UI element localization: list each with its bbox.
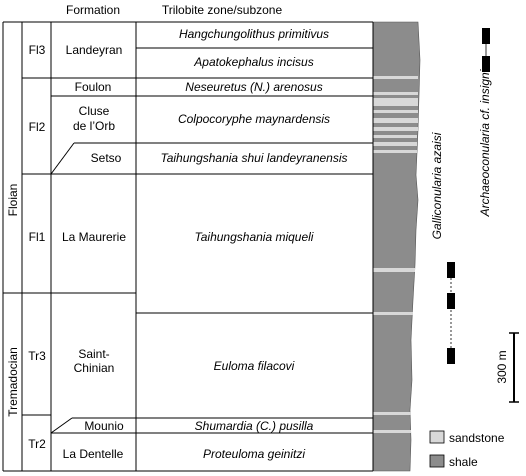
stage-fl3: Fl3: [29, 43, 46, 57]
formation-la-maurerie: La Maurerie: [62, 230, 126, 244]
formation-cluse-line1: Cluse: [79, 104, 110, 118]
sandstone-bed: [373, 312, 413, 315]
sandstone-bed: [373, 268, 415, 272]
zone-colpocoryphe: Colpocoryphe maynardensis: [178, 112, 330, 126]
series-floian: Floian: [6, 184, 20, 217]
header-formation: Formation: [66, 3, 120, 17]
formation-landeyran: Landeyran: [66, 43, 123, 57]
stage-fl2: Fl2: [29, 120, 46, 134]
zone-neseuretus: Neseuretus (N.) arenosus: [185, 80, 322, 94]
zone-taihungshania-miqueli: Taihungshania miqueli: [195, 230, 314, 244]
legend-swatch-shale: [429, 454, 445, 468]
zone-euloma: Euloma filacovi: [214, 359, 295, 373]
series-tremadocian: Tremadocian: [6, 347, 20, 417]
sandstone-bed: [373, 142, 417, 146]
zone-proteuloma: Proteuloma geinitzi: [203, 447, 305, 461]
legend: sandstone shale: [429, 430, 505, 469]
formation-saint-chinian-line2: Chinian: [74, 361, 115, 375]
formation-mounio: Mounio: [84, 419, 124, 433]
taxon-archaeoconularia: Archaeoconularia cf. insignis: [478, 64, 492, 218]
stages: Fl3 Fl2 Fl1 Tr3 Tr2: [28, 43, 46, 451]
shale-body: [372, 21, 421, 472]
header-row: Formation Trilobite zone/subzone: [66, 3, 282, 17]
zone-taihungshania-shui: Taihungshania shui landeyranensis: [160, 151, 347, 165]
range-bar: [447, 293, 455, 309]
scale-label: 300 m: [495, 350, 509, 383]
range-bar: [482, 56, 490, 72]
sandstone-bed: [373, 135, 417, 138]
range-archaeoconularia: Archaeoconularia cf. insignis: [478, 28, 492, 217]
taxon-galliconularia: Galliconularia azaisi: [430, 132, 444, 239]
sandstone-bed: [373, 98, 418, 106]
range-bar: [447, 262, 455, 278]
sandstone-bed: [373, 412, 411, 415]
formation-saint-chinian-line1: Saint-: [78, 347, 109, 361]
stage-tr3: Tr3: [28, 349, 46, 363]
formation-setso: Setso: [91, 151, 122, 165]
sandstone-bed: [373, 118, 418, 123]
range-galliconularia: Galliconularia azaisi: [430, 132, 455, 364]
formation-cluse-line2: de l’Orb: [73, 119, 115, 133]
sandstone-bed: [373, 150, 417, 153]
formation-foulon: Foulon: [75, 80, 112, 94]
zone-hangchungolithus: Hangchungolithus primitivus: [179, 27, 329, 41]
sandstone-bed: [373, 430, 411, 433]
header-zone: Trilobite zone/subzone: [162, 3, 283, 17]
stage-fl1: Fl1: [29, 230, 46, 244]
range-bar: [482, 28, 490, 44]
sandstone-beds: [373, 76, 418, 433]
legend-swatch-sandstone: [429, 430, 445, 444]
stage-tr2: Tr2: [28, 437, 46, 451]
zone-shumardia: Shumardia (C.) pusilla: [195, 419, 314, 433]
formation-la-dentelle: La Dentelle: [63, 447, 124, 461]
sandstone-bed: [373, 76, 418, 79]
sandstone-bed: [373, 92, 418, 95]
formations: Landeyran Foulon Cluse de l’Orb Setso La…: [62, 43, 126, 461]
trilobite-zones: Hangchungolithus primitivus Apatokephalu…: [160, 27, 347, 461]
sandstone-bed: [373, 110, 418, 113]
lithology-column: [372, 21, 421, 472]
scale-bar: 300 m: [495, 332, 519, 403]
legend-label-shale: shale: [449, 455, 478, 469]
table-frame: [2, 21, 374, 472]
sandstone-bed: [373, 127, 418, 131]
zone-apatokephalus: Apatokephalus incisus: [193, 55, 313, 69]
range-bar: [447, 348, 455, 364]
legend-label-sandstone: sandstone: [449, 431, 505, 445]
